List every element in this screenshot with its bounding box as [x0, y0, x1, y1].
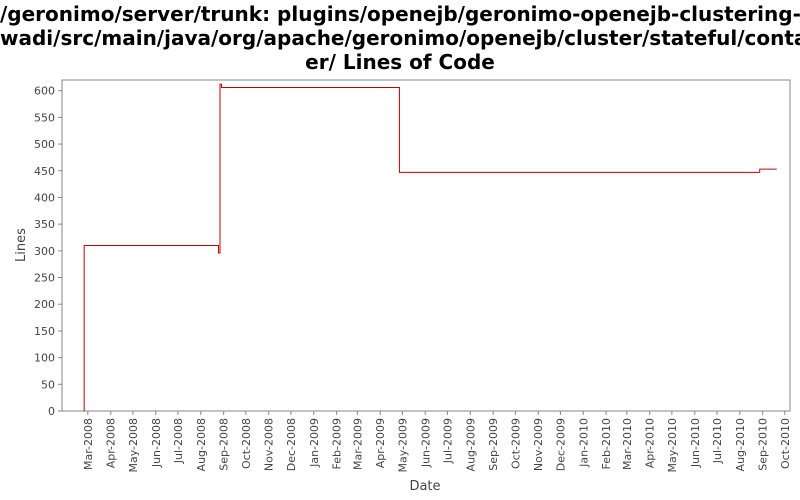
- y-axis-label: Lines: [14, 228, 29, 262]
- y-tick-label: 450: [34, 165, 55, 178]
- x-tick-label: Jul-2008: [172, 418, 185, 464]
- y-tick-label: 50: [41, 378, 55, 391]
- x-tick-label: Jul-2010: [711, 418, 724, 464]
- chart-title-line-2: wadi/src/main/java/org/apache/geronimo/o…: [0, 26, 800, 50]
- y-tick-label: 200: [34, 298, 55, 311]
- x-tick-label: Jul-2009: [441, 418, 454, 464]
- y-tick-label: 550: [34, 111, 55, 124]
- x-tick-label: Sep-2009: [487, 418, 500, 471]
- chart-title-line-1: /geronimo/server/trunk: plugins/openejb/…: [0, 2, 800, 26]
- x-tick-label: Dec-2008: [285, 418, 298, 471]
- x-tick-label: Sep-2010: [757, 418, 770, 471]
- x-tick-label: Mar-2010: [621, 418, 634, 470]
- x-tick-label: Dec-2009: [554, 418, 567, 471]
- x-axis-label: Date: [409, 479, 440, 494]
- y-axis: 0 50 100 150 200 250 300 350 400 450 500 550 600: [34, 85, 62, 418]
- y-tick-label: 0: [48, 405, 55, 418]
- x-tick-label: Jun-2009: [419, 418, 432, 468]
- x-tick-label: May-2009: [396, 418, 409, 473]
- x-tick-label: Oct-2008: [240, 418, 253, 469]
- x-tick-label: Oct-2010: [779, 418, 792, 469]
- x-tick-label: Aug-2008: [195, 418, 208, 471]
- y-tick-label: 500: [34, 138, 55, 151]
- series-line: [83, 83, 777, 412]
- y-tick-label: 350: [34, 218, 55, 231]
- x-tick-label: Jan-2009: [308, 418, 321, 468]
- x-tick-label: Apr-2009: [374, 418, 387, 468]
- x-tick-label: Apr-2008: [105, 418, 118, 468]
- x-axis: Mar-2008 Apr-2008 May-2008 Jun-2008 Jul-2008…: [82, 411, 792, 473]
- y-tick-label: 100: [34, 352, 55, 365]
- x-tick-label: Mar-2009: [351, 418, 364, 470]
- y-tick-label: 400: [34, 191, 55, 204]
- x-tick-label: Feb-2009: [331, 418, 344, 469]
- x-tick-label: Nov-2009: [532, 418, 545, 471]
- x-tick-label: Mar-2008: [82, 418, 95, 470]
- x-tick-label: May-2010: [666, 418, 679, 473]
- x-tick-label: Sep-2008: [218, 418, 231, 471]
- x-tick-label: Aug-2009: [464, 418, 477, 471]
- x-tick-label: Nov-2008: [263, 418, 276, 471]
- y-tick-label: 600: [34, 85, 55, 98]
- y-tick-label: 150: [34, 325, 55, 338]
- x-tick-label: Jan-2010: [577, 418, 590, 468]
- x-tick-label: Oct-2009: [509, 418, 522, 469]
- x-tick-label: Jun-2010: [689, 418, 702, 468]
- y-tick-label: 250: [34, 272, 55, 285]
- chart-title: /geronimo/server/trunk: plugins/openejb/…: [0, 2, 800, 74]
- x-tick-label: Aug-2010: [734, 418, 747, 471]
- x-tick-label: Feb-2010: [600, 418, 613, 469]
- x-tick-label: Jun-2008: [150, 418, 163, 468]
- x-tick-label: Apr-2010: [644, 418, 657, 468]
- x-tick-label: May-2008: [127, 418, 140, 473]
- y-tick-label: 300: [34, 245, 55, 258]
- chart-title-line-3: er/ Lines of Code: [305, 50, 495, 74]
